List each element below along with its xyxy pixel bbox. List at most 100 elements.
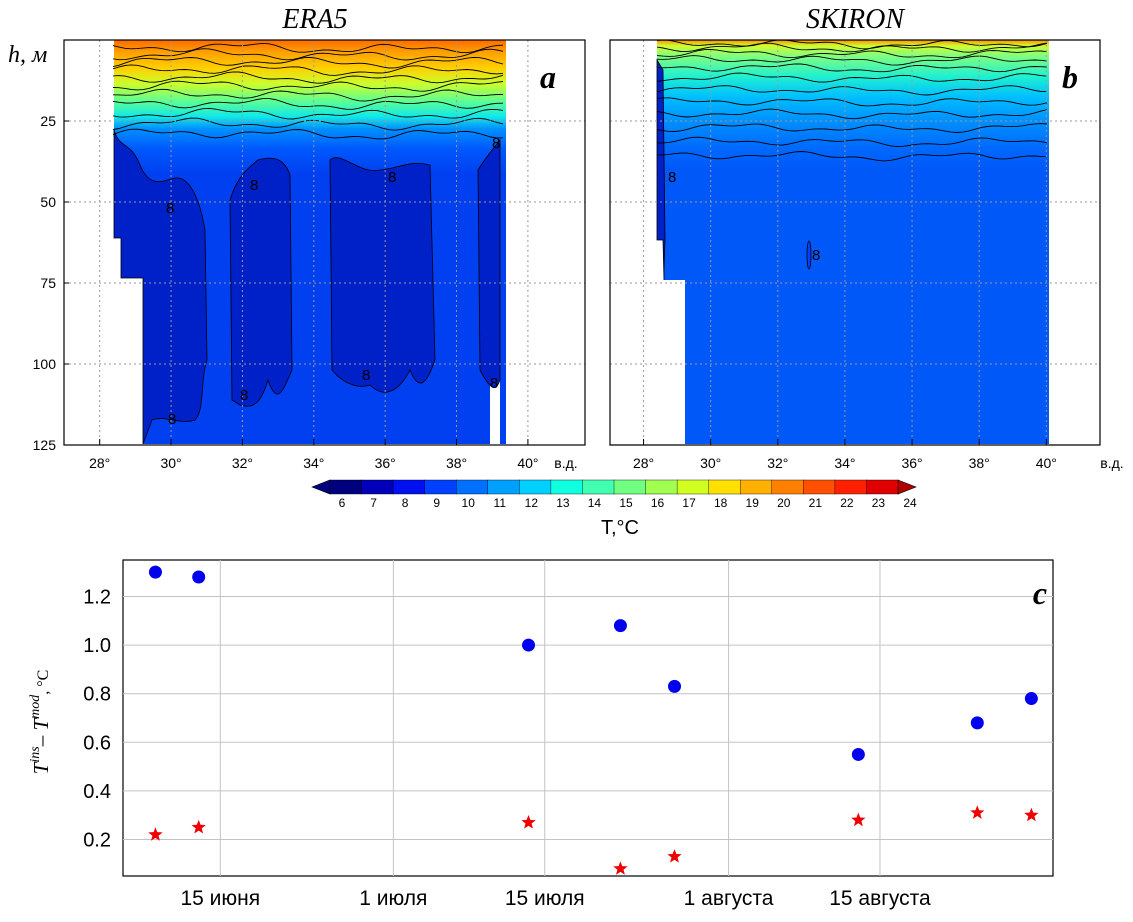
x-tick-label: 32° bbox=[232, 455, 253, 471]
panel-b-letter: b bbox=[1062, 59, 1078, 95]
data-point-circle bbox=[1024, 692, 1038, 706]
ylabel-sup-ins: ins bbox=[28, 746, 43, 763]
data-point-circle bbox=[522, 638, 536, 652]
colorbar-segment bbox=[866, 479, 899, 495]
colorbar-tick-label: 10 bbox=[462, 496, 476, 510]
isotherm bbox=[656, 40, 1048, 50]
contour-label: 8 bbox=[362, 367, 370, 384]
panel-c-frame bbox=[122, 559, 1054, 877]
isotherm bbox=[112, 56, 504, 69]
colorbar-segment bbox=[740, 479, 773, 495]
colorbar-tick-label: 13 bbox=[556, 496, 570, 510]
data-point-star bbox=[851, 812, 866, 827]
colorbar-arrow-left bbox=[311, 479, 331, 495]
colorbar-label: T,°C bbox=[601, 517, 639, 539]
isotherm bbox=[112, 64, 504, 76]
colorbar: 6 7 8 9 10 11 12 13 14 15 16 17 18 19 20 21 22 23 24 T,°C bbox=[311, 479, 917, 539]
isotherm bbox=[112, 107, 504, 120]
x-tick-label: 40° bbox=[1036, 455, 1057, 471]
isotherm bbox=[112, 80, 504, 92]
colorbar-segment bbox=[424, 479, 457, 495]
y-tick-label: 75 bbox=[40, 275, 56, 291]
isotherm bbox=[112, 71, 504, 84]
y-tick-label: 25 bbox=[40, 113, 56, 129]
contour-label: 8 bbox=[250, 177, 258, 194]
data-point-circle bbox=[970, 716, 984, 730]
ylabel-base: T bbox=[29, 761, 53, 774]
ylabel-mid: – T bbox=[29, 718, 53, 748]
colorbar-segment bbox=[456, 479, 489, 495]
isotherm bbox=[656, 108, 1048, 120]
data-point-star bbox=[1024, 807, 1039, 822]
colorbar-segment bbox=[392, 479, 426, 495]
panel-a-border bbox=[63, 39, 586, 446]
isotherm bbox=[112, 48, 504, 61]
contour-label: 8 bbox=[490, 375, 498, 392]
panel-c-letter: c bbox=[1033, 575, 1047, 611]
colorbar-tick-label: 11 bbox=[494, 496, 507, 510]
colorbar-segment bbox=[582, 479, 615, 495]
panel-a-letter: a bbox=[540, 59, 556, 95]
panel-b-field bbox=[610, 40, 1100, 445]
x-tick-label: 1 июля bbox=[359, 887, 427, 910]
colorbar-tick-label: 24 bbox=[903, 496, 917, 510]
colorbar-tick-label: 12 bbox=[525, 496, 539, 510]
panel-c-yticks: 0.2 0.4 0.6 0.8 1.0 1.2 bbox=[83, 586, 111, 851]
panel-a-field bbox=[64, 40, 585, 445]
contour-label: 8 bbox=[166, 200, 174, 217]
x-tick-label: 28° bbox=[89, 455, 110, 471]
colorbar-segment bbox=[676, 479, 710, 495]
y-tick-label: 0.8 bbox=[83, 684, 111, 706]
panel-a-yticks: 25 50 75 100 125 bbox=[33, 113, 69, 453]
colorbar-tick-label: 16 bbox=[651, 496, 665, 510]
colorbar-tick-label: 7 bbox=[370, 496, 377, 510]
colorbar-segment bbox=[708, 479, 741, 495]
colorbar-segment bbox=[519, 479, 552, 495]
y-tick-label: 100 bbox=[33, 356, 57, 372]
data-point-circle bbox=[192, 570, 206, 584]
colorbar-tick-label: 18 bbox=[714, 496, 728, 510]
x-tick-label: 32° bbox=[767, 455, 788, 471]
isotherm bbox=[656, 123, 1048, 133]
isotherm bbox=[656, 55, 1048, 66]
colorbar-tick-label: 21 bbox=[809, 496, 823, 510]
panel-b-xunit: в.д. bbox=[1100, 455, 1123, 471]
colorbar-tick-label: 17 bbox=[682, 496, 696, 510]
y-tick-label: 0.4 bbox=[83, 781, 111, 803]
x-tick-label: 38° bbox=[446, 455, 467, 471]
colorbar-tick-label: 23 bbox=[872, 496, 886, 510]
colorbar-ticks: 6 7 8 9 10 11 12 13 14 15 16 17 18 19 20 21 22 23 24 bbox=[339, 496, 917, 510]
data-point-circle bbox=[668, 679, 682, 693]
panel-b-isotherms bbox=[656, 40, 1048, 162]
panel-b-border bbox=[609, 39, 1101, 446]
colorbar-tick-label: 9 bbox=[433, 496, 440, 510]
panel-a-isotherms bbox=[112, 42, 504, 140]
x-tick-label: 30° bbox=[700, 455, 721, 471]
panel-c-grid bbox=[123, 560, 1053, 876]
contour-label: 8 bbox=[492, 135, 500, 152]
colorbar-segment bbox=[834, 479, 868, 495]
x-tick-label: 30° bbox=[160, 455, 181, 471]
isotherm bbox=[656, 49, 1048, 59]
colorbar-segment bbox=[771, 479, 805, 495]
data-point-star bbox=[667, 849, 682, 863]
contour-label: 8 bbox=[668, 169, 676, 186]
colorbar-tick-label: 15 bbox=[619, 496, 633, 510]
panel-a: 8 8 8 8 8 8 8 8 a 25 50 75 100 125 28° 30° 32° 34° 36° 3… bbox=[33, 39, 586, 471]
panel-b-cold-lens bbox=[806, 240, 812, 270]
colorbar-segments bbox=[311, 479, 917, 495]
isotherm bbox=[657, 151, 1048, 162]
panel-a-title: ERA5 bbox=[281, 4, 347, 35]
colorbar-segment bbox=[613, 479, 647, 495]
colorbar-segment bbox=[487, 479, 521, 495]
x-tick-label: 40° bbox=[517, 455, 538, 471]
y-tick-label: 1.0 bbox=[83, 635, 111, 657]
colorbar-arrow-right bbox=[897, 479, 917, 495]
isotherm bbox=[656, 85, 1048, 96]
panel-a-contour-labels: 8 8 8 8 8 8 8 8 bbox=[166, 135, 500, 428]
data-point-star bbox=[148, 827, 163, 841]
contour-label: 8 bbox=[812, 247, 820, 264]
data-point-star bbox=[613, 861, 628, 875]
x-tick-label: 15 июня bbox=[180, 887, 260, 910]
